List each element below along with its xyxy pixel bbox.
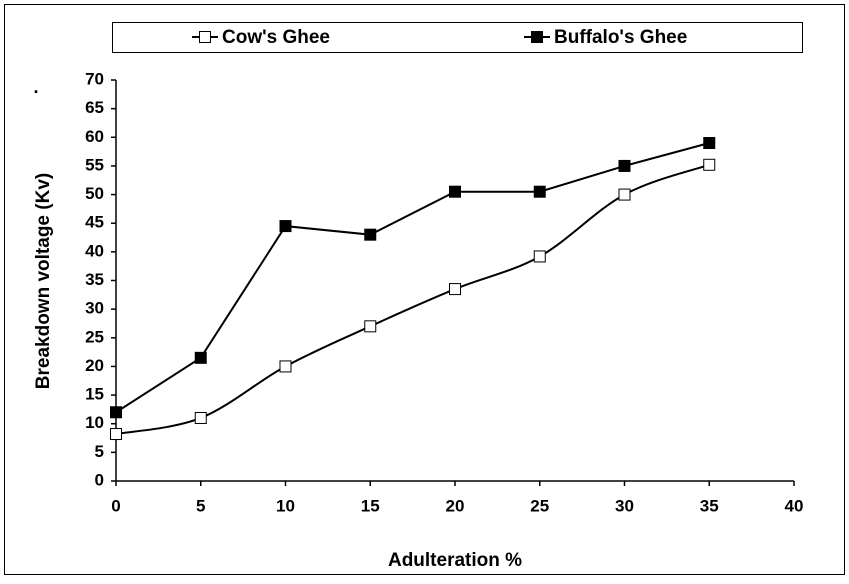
marker: [279, 360, 292, 373]
marker: [194, 411, 207, 424]
marker: [110, 406, 122, 419]
legend-label: Cow's Ghee: [222, 27, 330, 48]
legend-label: Buffalo's Ghee: [554, 27, 687, 48]
x-tick-label: 15: [361, 496, 380, 515]
y-tick-label: 60: [85, 127, 104, 146]
series-line: [115, 142, 710, 414]
y-tick-label: 65: [85, 98, 104, 117]
marker: [703, 158, 716, 171]
legend-marker: [531, 31, 543, 43]
marker: [703, 137, 716, 150]
marker: [618, 159, 631, 172]
y-tick-label: 35: [85, 270, 104, 289]
y-tick-label: 50: [85, 184, 104, 203]
x-tick-label: 35: [700, 496, 719, 515]
marker: [364, 228, 377, 241]
x-tick-label: 40: [785, 496, 804, 515]
y-tick-label: 55: [85, 155, 104, 174]
y-tick-label: 10: [85, 413, 104, 432]
marker: [279, 220, 292, 233]
marker: [449, 185, 461, 198]
marker: [194, 351, 207, 364]
x-tick-label: 5: [196, 496, 205, 515]
y-tick-label: 5: [95, 442, 104, 461]
legend-marker: [199, 31, 211, 43]
x-axis-label: Adulteration %: [388, 550, 522, 571]
y-axis-label: Breakdown voltage (Kv): [33, 173, 54, 389]
y-tick-label: 25: [85, 327, 104, 346]
x-tick-label: 20: [446, 496, 465, 515]
annotation: .: [33, 77, 38, 97]
y-tick-label: 30: [85, 299, 104, 318]
y-tick-label: 0: [95, 470, 104, 489]
y-tick-label: 15: [85, 385, 104, 404]
marker: [110, 428, 122, 441]
y-tick-label: 45: [85, 213, 104, 232]
y-tick-label: 70: [85, 69, 104, 88]
series-line: [115, 163, 710, 436]
chart-frame: [4, 4, 845, 575]
marker: [533, 250, 546, 263]
x-tick-label: 30: [615, 496, 634, 515]
legend-box: [112, 22, 803, 53]
x-tick-label: 10: [276, 496, 295, 515]
marker: [364, 320, 377, 333]
y-tick-label: 20: [85, 356, 104, 375]
marker: [618, 188, 631, 201]
y-tick-label: 40: [85, 241, 104, 260]
marker: [449, 283, 461, 296]
x-tick-label: 0: [111, 496, 120, 515]
x-tick-label: 25: [530, 496, 549, 515]
marker: [533, 185, 546, 198]
